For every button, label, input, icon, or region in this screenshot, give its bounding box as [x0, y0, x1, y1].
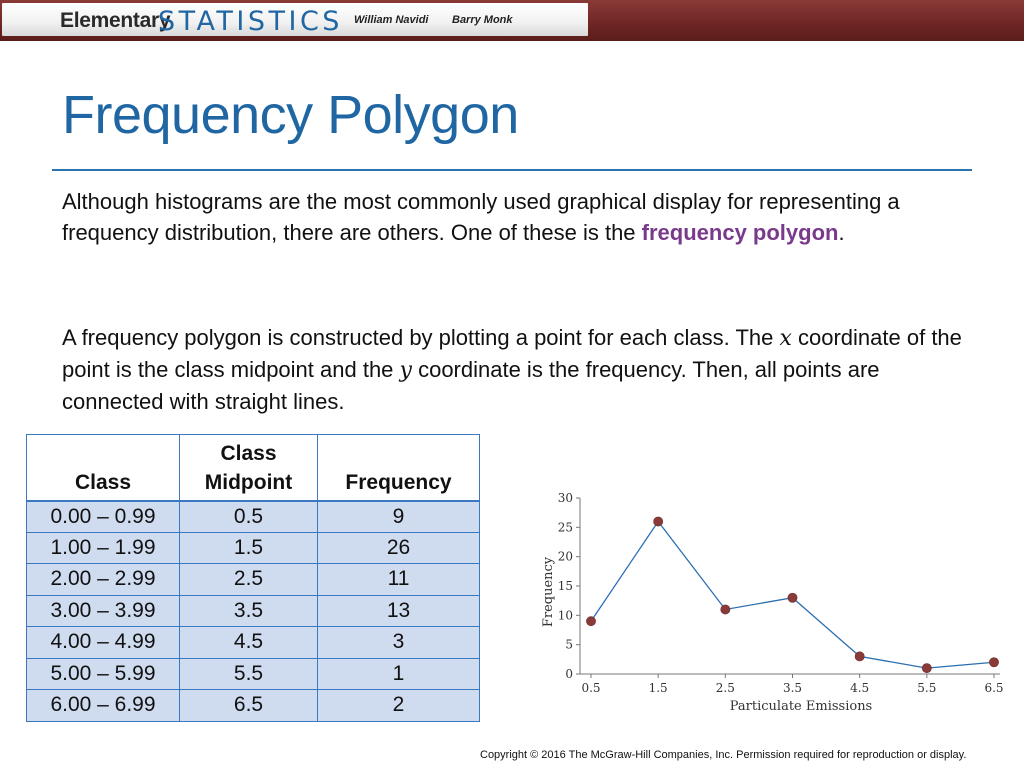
table-row: 4.00 – 4.99 4.5 3 [26, 626, 480, 659]
class-cell: 1.00 – 1.99 [26, 532, 180, 564]
frequency-table: Class Class Midpoint Frequency 0.00 – 0.… [26, 434, 480, 722]
y-tick-label: 0 [565, 667, 573, 681]
table-row: 3.00 – 3.99 3.5 13 [26, 595, 480, 627]
frequency-cell: 9 [317, 500, 480, 533]
class-cell: 6.00 – 6.99 [26, 689, 180, 722]
paragraph-text: . [838, 220, 845, 245]
table-row: 6.00 – 6.99 6.5 2 [26, 689, 480, 722]
midpoint-cell: 6.5 [179, 689, 318, 722]
copyright-notice: Copyright © 2016 The McGraw-Hill Compani… [480, 749, 967, 761]
midpoint-cell: 1.5 [179, 532, 318, 564]
slide-title: Frequency Polygon [62, 85, 519, 145]
y-tick-label: 30 [558, 491, 573, 505]
y-tick-label: 15 [558, 579, 573, 593]
midpoint-cell: 3.5 [179, 595, 318, 627]
data-point [720, 604, 731, 615]
header-band: Elementary STATISTICS William Navidi Bar… [0, 0, 1024, 41]
frequency-cell: 13 [317, 595, 480, 627]
x-tick-label: 3.5 [783, 681, 802, 695]
data-point [586, 616, 596, 627]
class-cell: 4.00 – 4.99 [26, 626, 180, 659]
frequency-cell: 2 [317, 689, 480, 722]
column-header-frequency: Frequency [317, 434, 480, 502]
paragraph-intro: Although histograms are the most commonl… [62, 186, 962, 248]
title-divider [52, 169, 972, 171]
class-cell: 2.00 – 2.99 [26, 563, 180, 596]
midpoint-cell: 2.5 [179, 563, 318, 596]
table-row: 5.00 – 5.99 5.5 1 [26, 658, 480, 690]
class-cell: 0.00 – 0.99 [26, 500, 180, 533]
table-row: 0.00 – 0.99 0.5 9 [26, 500, 480, 533]
x-tick-label: 4.5 [850, 681, 869, 695]
frequency-cell: 1 [317, 658, 480, 690]
data-point [989, 657, 999, 668]
paragraph-text: A frequency polygon is constructed by pl… [62, 325, 780, 350]
table-row: 1.00 – 1.99 1.5 26 [26, 532, 480, 564]
y-tick-label: 5 [565, 638, 573, 652]
data-point [854, 651, 865, 662]
midpoint-cell: 5.5 [179, 658, 318, 690]
book-title-elementary: Elementary [60, 9, 171, 32]
x-axis-title: Particulate Emissions [730, 699, 872, 714]
table-row: 2.00 – 2.99 2.5 11 [26, 563, 480, 596]
paragraph-text: coordinate of the point is the class mid… [62, 325, 962, 382]
column-header-midpoint: Class Midpoint [179, 434, 318, 502]
y-axis-title: Frequency [541, 556, 556, 627]
y-tick-label: 10 [558, 608, 573, 622]
column-header-class: Class [26, 434, 180, 502]
paragraph-text: Although histograms are the most commonl… [62, 189, 900, 245]
x-tick-label: 0.5 [581, 681, 600, 695]
paragraph-text: coordinate is the frequency. Then, all p… [62, 357, 880, 414]
midpoint-cell: 0.5 [179, 500, 318, 533]
frequency-cell: 3 [317, 626, 480, 659]
x-tick-label: 1.5 [649, 681, 668, 695]
book-title-statistics: STATISTICS [158, 6, 343, 37]
x-tick-label: 5.5 [917, 681, 936, 695]
data-point [921, 663, 932, 674]
math-variable-y: y [399, 358, 412, 383]
data-point [787, 592, 798, 603]
class-cell: 5.00 – 5.99 [26, 658, 180, 690]
author-name: William Navidi [354, 14, 429, 26]
highlighted-term: frequency polygon [641, 220, 839, 245]
class-cell: 3.00 – 3.99 [26, 595, 180, 627]
author-name: Barry Monk [452, 14, 513, 26]
data-point [653, 516, 664, 527]
y-tick-label: 25 [558, 520, 573, 534]
frequency-cell: 26 [317, 532, 480, 564]
x-tick-label: 2.5 [716, 681, 735, 695]
x-tick-label: 6.5 [984, 681, 1003, 695]
frequency-cell: 11 [317, 563, 480, 596]
book-banner: Elementary STATISTICS William Navidi Bar… [2, 3, 588, 37]
table-header-row: Class Class Midpoint Frequency [26, 434, 480, 502]
paragraph-definition: A frequency polygon is constructed by pl… [62, 322, 962, 417]
math-variable-x: x [779, 326, 792, 351]
y-tick-label: 20 [558, 550, 573, 564]
midpoint-cell: 4.5 [179, 626, 318, 659]
frequency-polygon-chart: 0 5 10 15 20 25 30 0.5 1.5 2.5 3.5 4.5 5.5 6.5 Particu… [541, 491, 1004, 714]
